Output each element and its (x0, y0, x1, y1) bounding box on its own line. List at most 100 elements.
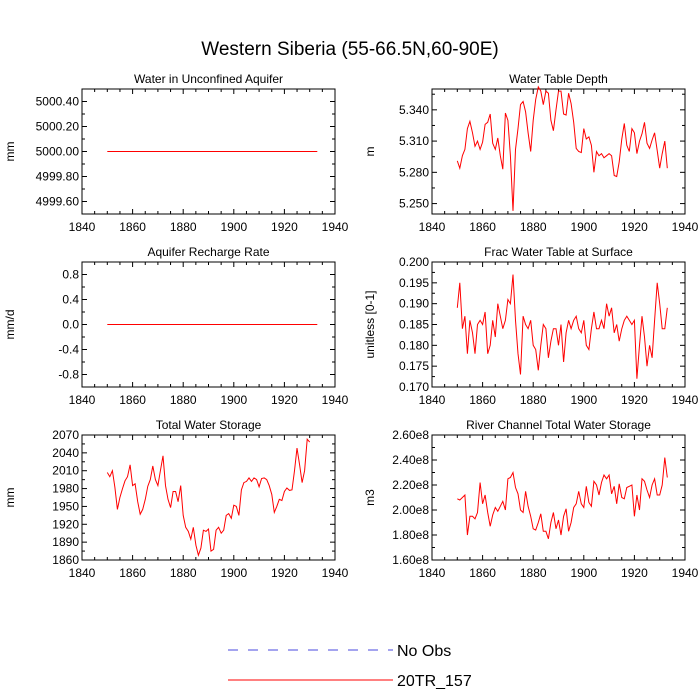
y-tick-label: 0.175 (399, 359, 429, 373)
y-tick-label: -0.8 (58, 368, 79, 382)
y-axis-label: m (363, 147, 377, 157)
x-tick-label: 1860 (119, 393, 146, 407)
chart-panel-2: Water Table Depth 1840 1860 1880 1900 1920 194… (363, 72, 699, 234)
x-tick-label: 1840 (69, 393, 96, 407)
chart-panel-6: River Channel Total Water Storage 1840 186… (363, 418, 699, 580)
y-tick-label: 5000.40 (36, 95, 80, 109)
y-axis-label: mm/d (3, 310, 17, 340)
panel-title: Water Table Depth (509, 72, 608, 86)
y-tick-label: 1950 (52, 499, 79, 513)
x-tick-label: 1900 (220, 566, 247, 580)
x-tick-label: 1920 (621, 220, 648, 234)
y-tick-label: 1.60e8 (392, 553, 429, 567)
legend-obs-label: No Obs (397, 643, 451, 660)
x-tick-label: 1900 (570, 220, 597, 234)
y-tick-label: 2070 (52, 428, 79, 442)
y-tick-label: 5.250 (399, 197, 429, 211)
series-line-20tr-157 (457, 457, 668, 539)
y-tick-label: 0.185 (399, 318, 429, 332)
x-tick-label: 1920 (271, 566, 298, 580)
panel-title: River Channel Total Water Storage (466, 418, 651, 432)
x-tick-label: 1860 (469, 393, 496, 407)
y-tick-label: 1980 (52, 482, 79, 496)
y-axis-label: mm (3, 488, 17, 508)
x-tick-label: 1880 (170, 566, 197, 580)
panel-title: Aquifer Recharge Rate (147, 245, 269, 259)
x-tick-label: 1900 (570, 566, 597, 580)
y-tick-label: 1860 (52, 553, 79, 567)
y-tick-label: 5000.00 (36, 145, 80, 159)
y-tick-label: 0.195 (399, 276, 429, 290)
y-tick-label: 1890 (52, 535, 79, 549)
y-tick-label: 0.200 (399, 255, 429, 269)
chart-panel-3: Aquifer Recharge Rate 1840 1860 1880 1900 192… (3, 245, 349, 407)
x-tick-label: 1940 (672, 220, 699, 234)
x-tick-label: 1840 (419, 566, 446, 580)
chart-panel-4: Frac Water Table at Surface 1840 1860 1880 1… (363, 245, 699, 407)
y-axis-label: mm (3, 142, 17, 162)
y-tick-label: 4999.80 (36, 170, 80, 184)
y-tick-label: 0.180 (399, 338, 429, 352)
x-tick-label: 1860 (469, 566, 496, 580)
x-tick-label: 1880 (520, 393, 547, 407)
x-tick-label: 1880 (520, 566, 547, 580)
x-tick-label: 1840 (69, 566, 96, 580)
x-tick-label: 1880 (520, 220, 547, 234)
x-tick-label: 1840 (419, 393, 446, 407)
panel-title: Total Water Storage (156, 418, 262, 432)
y-tick-label: 2010 (52, 464, 79, 478)
panel-title: Frac Water Table at Surface (484, 245, 633, 259)
y-tick-label: 0.0 (62, 318, 79, 332)
x-tick-label: 1860 (119, 566, 146, 580)
y-tick-label: 1.80e8 (392, 528, 429, 542)
x-tick-label: 1860 (469, 220, 496, 234)
y-axis-label: unitless [0-1] (363, 290, 377, 358)
y-tick-label: 2.20e8 (392, 478, 429, 492)
y-tick-label: 0.190 (399, 297, 429, 311)
y-tick-label: 0.4 (62, 293, 79, 307)
y-tick-label: 2.40e8 (392, 453, 429, 467)
y-tick-label: 0.8 (62, 268, 79, 282)
x-tick-label: 1940 (322, 220, 349, 234)
y-tick-label: 2.00e8 (392, 503, 429, 517)
y-tick-label: 5.340 (399, 103, 429, 117)
x-tick-label: 1860 (119, 220, 146, 234)
plot-frame (431, 88, 686, 215)
x-tick-label: 1900 (220, 393, 247, 407)
y-tick-label: 5.310 (399, 134, 429, 148)
x-tick-label: 1940 (322, 393, 349, 407)
y-tick-label: 2.60e8 (392, 428, 429, 442)
y-tick-label: 1920 (52, 517, 79, 531)
panel-title: Water in Unconfined Aquifer (134, 72, 283, 86)
x-tick-label: 1920 (621, 393, 648, 407)
figure-title: Western Siberia (55-66.5N,60-90E) (201, 39, 498, 60)
y-axis-label: m3 (363, 489, 377, 506)
x-tick-label: 1940 (672, 566, 699, 580)
x-tick-label: 1880 (170, 220, 197, 234)
x-tick-label: 1940 (672, 393, 699, 407)
y-tick-label: -0.4 (58, 343, 79, 357)
legend-model-label: 20TR_157 (397, 673, 472, 690)
x-tick-label: 1920 (271, 220, 298, 234)
y-tick-label: 5000.20 (36, 120, 80, 134)
series-line-20tr-157 (456, 274, 668, 379)
x-tick-label: 1840 (69, 220, 96, 234)
x-tick-label: 1920 (621, 566, 648, 580)
series-line-20tr-157 (106, 437, 311, 557)
x-tick-label: 1840 (419, 220, 446, 234)
legend: No Obs 20TR_157 (228, 643, 472, 690)
x-tick-label: 1900 (570, 393, 597, 407)
x-tick-label: 1940 (322, 566, 349, 580)
plot-frame (431, 434, 686, 561)
y-tick-label: 0.170 (399, 380, 429, 394)
x-tick-label: 1880 (170, 393, 197, 407)
series-line-20tr-157 (456, 85, 668, 211)
chart-panel-1: Water in Unconfined Aquifer 1840 1860 1880 1… (3, 72, 349, 234)
x-tick-label: 1900 (220, 220, 247, 234)
x-tick-label: 1920 (271, 393, 298, 407)
y-tick-label: 4999.60 (36, 195, 80, 209)
y-tick-label: 2040 (52, 446, 79, 460)
y-tick-label: 5.280 (399, 165, 429, 179)
